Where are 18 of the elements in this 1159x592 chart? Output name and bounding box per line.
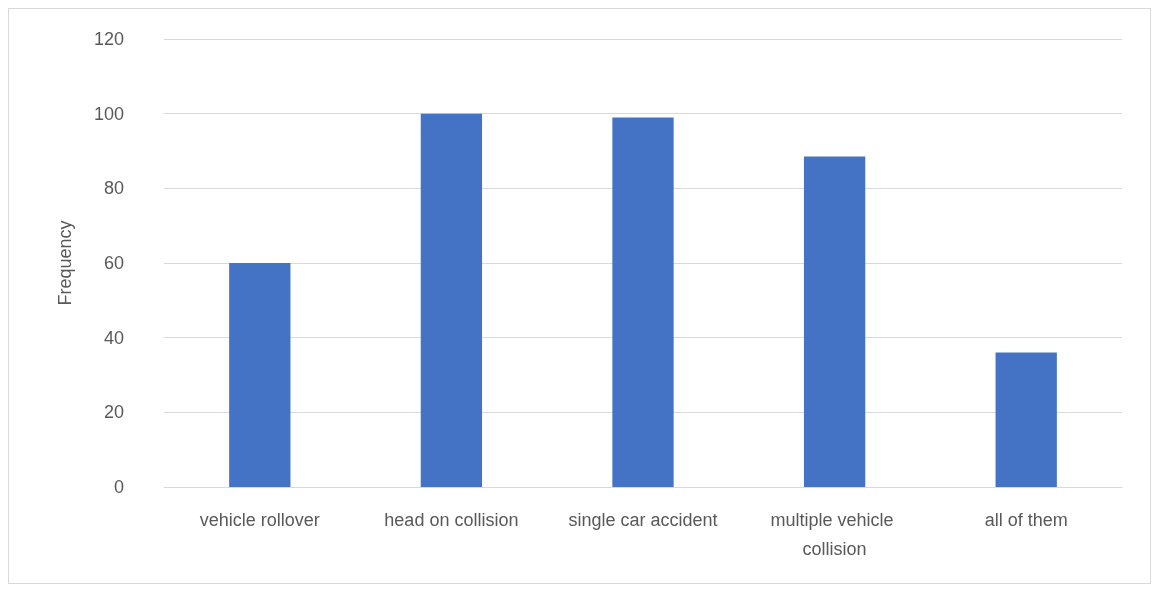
y-tick-label: 0 <box>113 477 124 497</box>
y-tick-label: 120 <box>93 29 124 49</box>
bar <box>229 263 291 487</box>
x-tick-label: single car accident <box>568 509 718 530</box>
x-tick-label: vehicle rollover <box>199 509 320 530</box>
x-tick-label: multiple vehicle collision <box>770 509 899 559</box>
bar <box>803 156 866 487</box>
y-tick-label: 100 <box>93 103 124 124</box>
y-tick-label: 20 <box>103 402 124 423</box>
bar <box>995 352 1057 487</box>
y-tick-label: 60 <box>103 253 124 273</box>
y-tick-label: 40 <box>103 327 124 348</box>
y-axis-title: Frequency <box>55 220 75 306</box>
y-tick-label: 80 <box>103 178 124 199</box>
bar <box>612 117 674 487</box>
bar <box>420 113 483 487</box>
x-tick-label: all of them <box>984 509 1068 530</box>
x-tick-label: head on collision <box>384 509 519 530</box>
